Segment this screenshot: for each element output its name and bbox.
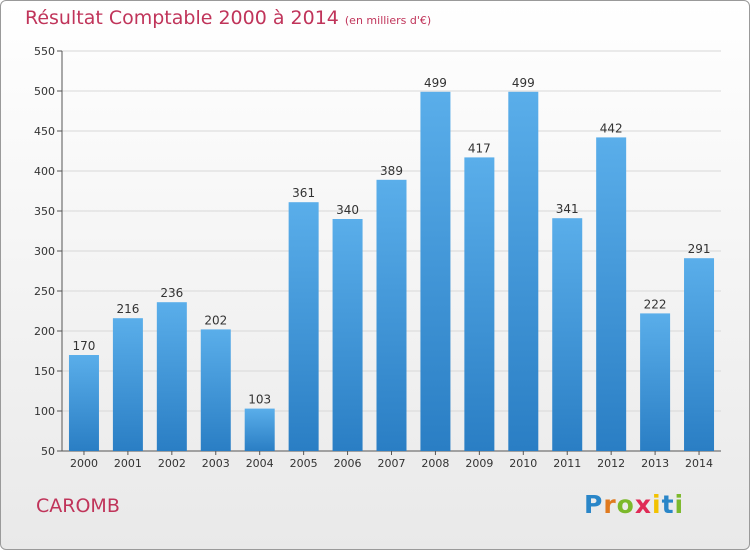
y-tick-label-350: 350 bbox=[34, 205, 55, 218]
y-tick-label-500: 500 bbox=[34, 85, 55, 98]
bar-2014 bbox=[684, 258, 715, 451]
x-tick-label-2003: 2003 bbox=[202, 457, 230, 470]
bar-2011 bbox=[552, 218, 583, 451]
logo-letter-6: i bbox=[674, 490, 685, 519]
bar-2010 bbox=[508, 91, 539, 452]
data-labels: 170 216 236 202 103 361 340 389 499 417 499 341 442 2… bbox=[73, 76, 711, 407]
x-tick-label-2007: 2007 bbox=[378, 457, 406, 470]
y-tick-label-450: 450 bbox=[34, 125, 55, 138]
data-label-2006: 340 bbox=[336, 203, 359, 217]
y-tick-labels: 50 100 150 200 250 300 350 400 450 500 550 bbox=[34, 45, 55, 458]
logo-letter-4: i bbox=[652, 490, 662, 519]
data-label-2011: 341 bbox=[556, 202, 579, 216]
bar-2003 bbox=[200, 329, 231, 451]
y-tick-label-200: 200 bbox=[34, 325, 55, 338]
x-tick-label-2008: 2008 bbox=[421, 457, 449, 470]
data-label-2013: 222 bbox=[644, 297, 667, 311]
chart-title: Résultat Comptable 2000 à 2014 (en millie… bbox=[25, 7, 431, 29]
x-tick-label-2006: 2006 bbox=[334, 457, 362, 470]
logo-letter-1: r bbox=[603, 490, 617, 519]
y-tick-label-550: 550 bbox=[34, 45, 55, 58]
x-tick-label-2014: 2014 bbox=[685, 457, 713, 470]
data-label-2009: 417 bbox=[468, 141, 491, 155]
proxiti-logo: Proxiti bbox=[584, 490, 684, 519]
data-label-2014: 291 bbox=[688, 242, 711, 256]
logo-letter-0: P bbox=[584, 490, 604, 519]
y-tick-label-400: 400 bbox=[34, 165, 55, 178]
y-tick-label-300: 300 bbox=[34, 245, 55, 258]
y-tick-label-150: 150 bbox=[34, 365, 55, 378]
chart-subtitle: (en milliers d'€) bbox=[344, 14, 432, 27]
data-label-2005: 361 bbox=[292, 186, 315, 200]
bar-2008 bbox=[420, 91, 451, 452]
data-label-2010: 499 bbox=[512, 76, 535, 90]
data-label-2003: 202 bbox=[204, 313, 227, 327]
data-label-2008: 499 bbox=[424, 76, 447, 90]
x-tick-label-2002: 2002 bbox=[158, 457, 186, 470]
bar-2001 bbox=[112, 318, 143, 451]
y-tick-label-100: 100 bbox=[34, 405, 55, 418]
data-label-2001: 216 bbox=[116, 302, 139, 316]
x-tick-labels: 2000 2001 2002 2003 2004 2005 2006 2007 2008 2009… bbox=[70, 457, 713, 470]
data-label-2002: 236 bbox=[160, 286, 183, 300]
bar-2006 bbox=[332, 219, 363, 451]
x-tick-label-2004: 2004 bbox=[246, 457, 274, 470]
bar-2009 bbox=[464, 157, 495, 451]
logo-letter-5: t bbox=[661, 490, 675, 519]
x-tick-label-2011: 2011 bbox=[553, 457, 581, 470]
y-tick-label-50: 50 bbox=[41, 445, 55, 458]
data-label-2007: 389 bbox=[380, 164, 403, 178]
bar-2012 bbox=[596, 137, 627, 451]
chart-title-text: Résultat Comptable 2000 à 2014 bbox=[25, 7, 339, 29]
data-label-2004: 103 bbox=[248, 393, 271, 407]
x-tick-label-2010: 2010 bbox=[509, 457, 537, 470]
bar-2013 bbox=[640, 313, 671, 451]
x-tick-label-2005: 2005 bbox=[290, 457, 318, 470]
commune-name: CAROMB bbox=[36, 495, 120, 517]
data-label-2000: 170 bbox=[73, 339, 96, 353]
bars bbox=[68, 91, 715, 452]
x-tick-label-2012: 2012 bbox=[597, 457, 625, 470]
x-tick-label-2001: 2001 bbox=[114, 457, 142, 470]
x-tick-label-2000: 2000 bbox=[70, 457, 98, 470]
logo-letter-2: o bbox=[616, 490, 635, 519]
bar-2000 bbox=[68, 355, 99, 451]
bar-2007 bbox=[376, 179, 407, 452]
bar-2004 bbox=[244, 408, 275, 451]
x-tick-label-2009: 2009 bbox=[465, 457, 493, 470]
x-tick-label-2013: 2013 bbox=[641, 457, 669, 470]
data-label-2012: 442 bbox=[600, 121, 623, 135]
y-tick-label-250: 250 bbox=[34, 285, 55, 298]
bar-2005 bbox=[288, 202, 319, 451]
logo-letter-3: x bbox=[634, 490, 652, 519]
bar-2002 bbox=[156, 302, 187, 451]
